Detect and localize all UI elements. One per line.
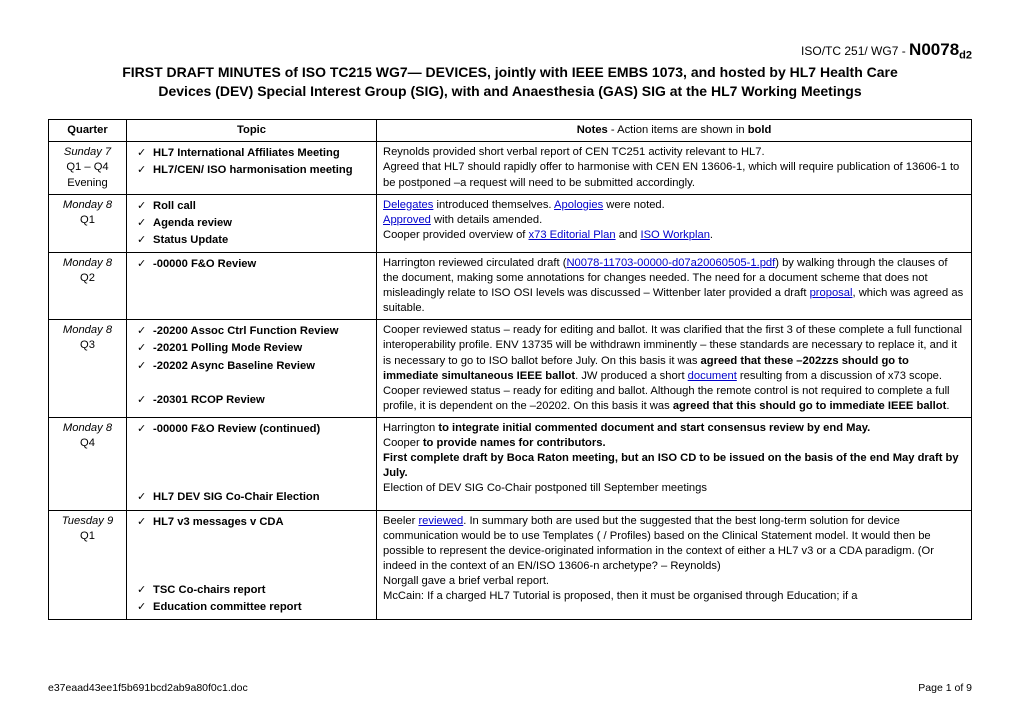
topic-text: Roll call bbox=[153, 199, 196, 214]
page-title: FIRST DRAFT MINUTES of ISO TC215 WG7— DE… bbox=[48, 63, 972, 101]
col-topic: Topic bbox=[127, 120, 377, 142]
cell-topic: ✓-20200 Assoc Ctrl Function Review✓-2020… bbox=[127, 320, 377, 418]
topic-text: HL7 International Affiliates Meeting bbox=[153, 146, 340, 161]
cell-notes: Harrington to integrate initial commente… bbox=[377, 418, 972, 511]
cell-notes: Beeler reviewed. In summary both are use… bbox=[377, 510, 972, 620]
cell-topic: ✓HL7 v3 messages v CDA ✓TSC Co-chairs re… bbox=[127, 510, 377, 620]
topic-text: Education committee report bbox=[153, 600, 302, 615]
table-header-row: Quarter Topic Notes - Action items are s… bbox=[49, 120, 972, 142]
topic-text: HL7 v3 messages v CDA bbox=[153, 515, 284, 530]
topic-text: -20301 RCOP Review bbox=[153, 393, 265, 408]
cell-topic: ✓HL7 International Affiliates Meeting✓HL… bbox=[127, 142, 377, 194]
cell-notes: Cooper reviewed status – ready for editi… bbox=[377, 320, 972, 418]
table-row: Monday 8Q1✓Roll call✓Agenda review✓Statu… bbox=[49, 194, 972, 252]
cell-topic: ✓-00000 F&O Review bbox=[127, 252, 377, 319]
topic-line: ✓-20200 Assoc Ctrl Function Review bbox=[133, 323, 370, 340]
notes-bold-word: bold bbox=[748, 124, 772, 136]
topic-line: ✓HL7 International Affiliates Meeting bbox=[133, 145, 370, 162]
table-row: Monday 8Q4✓-00000 F&O Review (continued)… bbox=[49, 418, 972, 511]
topic-line: ✓-20201 Polling Mode Review bbox=[133, 340, 370, 357]
topic-line bbox=[133, 565, 370, 582]
topic-text: Status Update bbox=[153, 233, 228, 248]
minutes-table: Quarter Topic Notes - Action items are s… bbox=[48, 119, 972, 620]
check-icon: ✓ bbox=[137, 583, 153, 598]
cell-topic: ✓Roll call✓Agenda review✓Status Update bbox=[127, 194, 377, 252]
cell-quarter: Sunday 7Q1 – Q4Evening bbox=[49, 142, 127, 194]
topic-text: -20201 Polling Mode Review bbox=[153, 341, 302, 356]
table-row: Sunday 7Q1 – Q4Evening✓HL7 International… bbox=[49, 142, 972, 194]
check-icon: ✓ bbox=[137, 422, 153, 437]
topic-line bbox=[133, 531, 370, 548]
footer-filename: e37eaad43ee1f5b691bcd2ab9a80f0c1.doc bbox=[48, 682, 248, 694]
topic-line: ✓HL7 DEV SIG Co-Chair Election bbox=[133, 489, 370, 506]
topic-line bbox=[133, 438, 370, 455]
topic-line: ✓-20301 RCOP Review bbox=[133, 392, 370, 409]
check-icon: ✓ bbox=[137, 393, 153, 408]
topic-text: -20202 Async Baseline Review bbox=[153, 359, 315, 374]
doc-number-suffix: d2 bbox=[959, 49, 972, 61]
topic-line: ✓Education committee report bbox=[133, 599, 370, 616]
col-quarter: Quarter bbox=[49, 120, 127, 142]
check-icon: ✓ bbox=[137, 600, 153, 615]
topic-text: -20200 Assoc Ctrl Function Review bbox=[153, 324, 338, 339]
ref-prefix: ISO/TC 251/ WG7 - bbox=[801, 44, 909, 58]
check-icon: ✓ bbox=[137, 515, 153, 530]
topic-line: ✓TSC Co-chairs report bbox=[133, 582, 370, 599]
topic-line: ✓Status Update bbox=[133, 232, 370, 249]
topic-line: ✓Agenda review bbox=[133, 215, 370, 232]
table-row: Tuesday 9Q1✓HL7 v3 messages v CDA ✓TSC C… bbox=[49, 510, 972, 620]
notes-desc: - Action items are shown in bbox=[608, 124, 748, 136]
topic-line bbox=[133, 455, 370, 472]
topic-text: HL7/CEN/ ISO harmonisation meeting bbox=[153, 163, 353, 178]
check-icon: ✓ bbox=[137, 233, 153, 248]
topic-line: ✓HL7/CEN/ ISO harmonisation meeting bbox=[133, 162, 370, 179]
check-icon: ✓ bbox=[137, 163, 153, 178]
topic-line: ✓-20202 Async Baseline Review bbox=[133, 358, 370, 375]
check-icon: ✓ bbox=[137, 359, 153, 374]
topic-line bbox=[133, 548, 370, 565]
topic-line: ✓Roll call bbox=[133, 198, 370, 215]
topic-line bbox=[133, 472, 370, 489]
table-body: Sunday 7Q1 – Q4Evening✓HL7 International… bbox=[49, 142, 972, 620]
page-footer: e37eaad43ee1f5b691bcd2ab9a80f0c1.doc Pag… bbox=[48, 682, 972, 694]
doc-reference: ISO/TC 251/ WG7 - N0078d2 bbox=[48, 40, 972, 61]
topic-text: -00000 F&O Review bbox=[153, 257, 256, 272]
topic-line: ✓-00000 F&O Review bbox=[133, 256, 370, 273]
topic-text: Agenda review bbox=[153, 216, 232, 231]
topic-text: -00000 F&O Review (continued) bbox=[153, 422, 320, 437]
cell-quarter: Monday 8Q2 bbox=[49, 252, 127, 319]
cell-notes: Harrington reviewed circulated draft (N0… bbox=[377, 252, 972, 319]
cell-notes: Reynolds provided short verbal report of… bbox=[377, 142, 972, 194]
notes-label: Notes bbox=[577, 124, 608, 136]
topic-text: HL7 DEV SIG Co-Chair Election bbox=[153, 490, 320, 505]
doc-number: N0078 bbox=[909, 40, 959, 59]
topic-line: ✓-00000 F&O Review (continued) bbox=[133, 421, 370, 438]
check-icon: ✓ bbox=[137, 490, 153, 505]
cell-quarter: Tuesday 9Q1 bbox=[49, 510, 127, 620]
cell-quarter: Monday 8Q4 bbox=[49, 418, 127, 511]
check-icon: ✓ bbox=[137, 341, 153, 356]
title-line-2: Devices (DEV) Special Interest Group (SI… bbox=[158, 83, 861, 99]
cell-notes: Delegates introduced themselves. Apologi… bbox=[377, 194, 972, 252]
check-icon: ✓ bbox=[137, 216, 153, 231]
table-row: Monday 8Q2 ✓-00000 F&O Review Harrington r… bbox=[49, 252, 972, 319]
topic-text: TSC Co-chairs report bbox=[153, 583, 266, 598]
cell-quarter: Monday 8Q3 bbox=[49, 320, 127, 418]
cell-quarter: Monday 8Q1 bbox=[49, 194, 127, 252]
title-line-1: FIRST DRAFT MINUTES of ISO TC215 WG7— DE… bbox=[122, 64, 898, 80]
check-icon: ✓ bbox=[137, 146, 153, 161]
footer-page: Page 1 of 9 bbox=[918, 682, 972, 694]
check-icon: ✓ bbox=[137, 324, 153, 339]
table-row: Monday 8Q3✓-20200 Assoc Ctrl Function Re… bbox=[49, 320, 972, 418]
check-icon: ✓ bbox=[137, 257, 153, 272]
col-notes: Notes - Action items are shown in bold bbox=[377, 120, 972, 142]
check-icon: ✓ bbox=[137, 199, 153, 214]
topic-line bbox=[133, 375, 370, 392]
topic-line: ✓HL7 v3 messages v CDA bbox=[133, 514, 370, 531]
cell-topic: ✓-00000 F&O Review (continued) ✓HL7 DEV … bbox=[127, 418, 377, 511]
